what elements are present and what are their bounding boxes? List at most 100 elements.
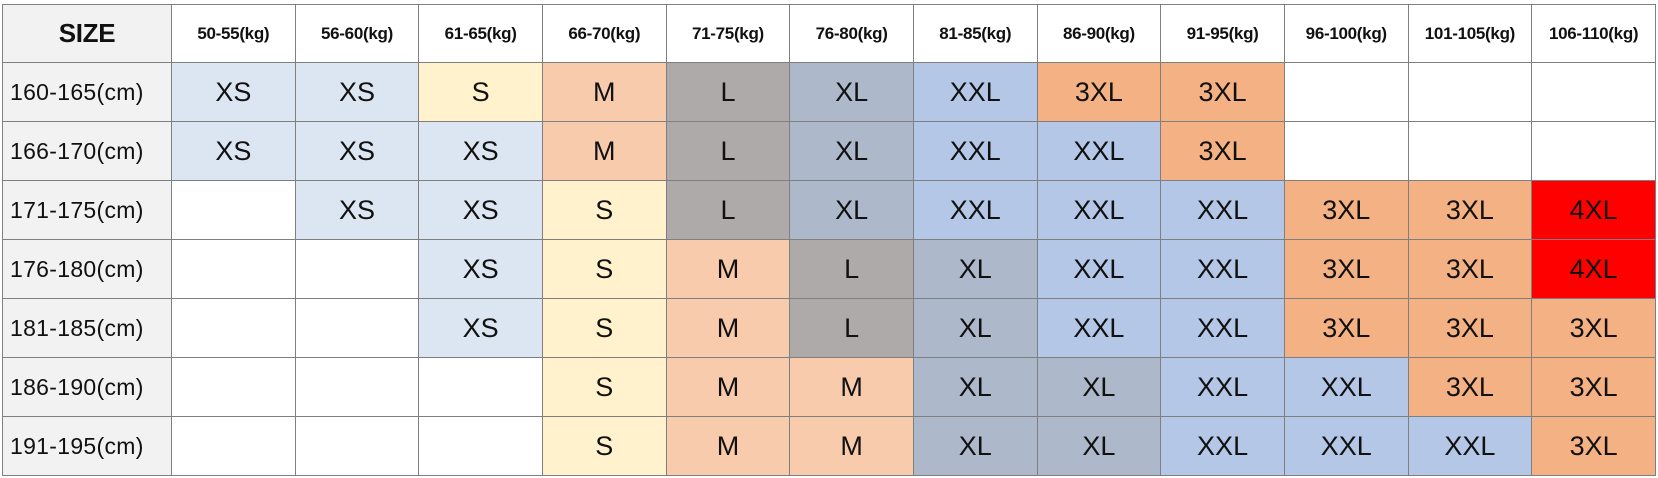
size-cell: XS <box>294 62 420 122</box>
weight-header: 50-55(kg) <box>171 4 296 63</box>
corner-label: SIZE <box>2 4 172 63</box>
size-cell: XXL <box>1036 298 1162 358</box>
size-cell: L <box>665 180 791 240</box>
size-cell: 3XL <box>1407 298 1533 358</box>
table-body: 160-165(cm) XS XS S M L XL XXL 3XL 3XL 1… <box>2 62 1656 476</box>
size-cell: S <box>418 62 543 122</box>
size-cell: M <box>665 416 791 476</box>
size-cell: S <box>541 239 667 299</box>
size-cell: XL <box>912 416 1038 476</box>
size-cell: XXL <box>1160 416 1285 476</box>
weight-header: 106-110(kg) <box>1531 4 1656 63</box>
size-cell: XXL <box>1160 180 1285 240</box>
size-cell: S <box>541 416 667 476</box>
weight-header: 86-90(kg) <box>1036 4 1162 63</box>
size-cell <box>1531 121 1656 181</box>
size-cell: XS <box>171 62 296 122</box>
size-cell: XXL <box>1283 416 1409 476</box>
table-row: 186-190(cm) S M M XL XL XXL XXL 3XL 3XL <box>2 357 1656 417</box>
size-cell <box>171 416 296 476</box>
size-cell <box>1407 62 1533 122</box>
size-cell <box>171 357 296 417</box>
size-cell: M <box>665 298 791 358</box>
weight-header: 56-60(kg) <box>294 4 420 63</box>
size-cell: 3XL <box>1283 180 1409 240</box>
size-cell <box>418 357 543 417</box>
size-cell: XXL <box>1036 239 1162 299</box>
size-cell: XL <box>912 298 1038 358</box>
size-cell: L <box>789 298 914 358</box>
table-row: 166-170(cm) XS XS XS M L XL XXL XXL 3XL <box>2 121 1656 181</box>
height-label: 191-195(cm) <box>2 416 172 476</box>
size-cell: XXL <box>912 121 1038 181</box>
size-cell: M <box>665 357 791 417</box>
size-cell: M <box>789 416 914 476</box>
size-cell <box>294 239 420 299</box>
weight-header: 76-80(kg) <box>789 4 914 63</box>
size-cell: M <box>789 357 914 417</box>
size-cell: XL <box>1036 357 1162 417</box>
height-label: 160-165(cm) <box>2 62 172 122</box>
table-row: 171-175(cm) XS XS S L XL XXL XXL XXL 3XL… <box>2 180 1656 240</box>
size-cell: S <box>541 180 667 240</box>
size-cell: L <box>665 62 791 122</box>
size-cell: XXL <box>1160 239 1285 299</box>
weight-header: 101-105(kg) <box>1407 4 1533 63</box>
size-cell: XL <box>789 62 914 122</box>
size-cell: 3XL <box>1160 121 1285 181</box>
weight-header: 71-75(kg) <box>665 4 791 63</box>
size-cell: 4XL <box>1531 239 1656 299</box>
size-cell: XS <box>418 180 543 240</box>
size-cell: XS <box>171 121 296 181</box>
size-cell: 3XL <box>1283 298 1409 358</box>
table-row: 191-195(cm) S M M XL XL XXL XXL XXL 3XL <box>2 416 1656 476</box>
size-cell: 3XL <box>1407 357 1533 417</box>
size-cell: XS <box>418 239 543 299</box>
size-cell: XXL <box>1036 180 1162 240</box>
table-row: 176-180(cm) XS S M L XL XXL XXL 3XL 3XL … <box>2 239 1656 299</box>
size-cell: S <box>541 298 667 358</box>
size-cell: L <box>789 239 914 299</box>
size-cell: XXL <box>1036 121 1162 181</box>
size-cell <box>171 180 296 240</box>
size-cell: 4XL <box>1531 180 1656 240</box>
height-label: 176-180(cm) <box>2 239 172 299</box>
size-cell <box>171 298 296 358</box>
size-cell: XXL <box>1160 298 1285 358</box>
size-cell <box>294 298 420 358</box>
size-cell: 3XL <box>1531 416 1656 476</box>
size-cell: L <box>665 121 791 181</box>
size-cell: S <box>541 357 667 417</box>
table-row: 160-165(cm) XS XS S M L XL XXL 3XL 3XL <box>2 62 1656 122</box>
height-label: 171-175(cm) <box>2 180 172 240</box>
weight-header: 81-85(kg) <box>912 4 1038 63</box>
table-row: 181-185(cm) XS S M L XL XXL XXL 3XL 3XL … <box>2 298 1656 358</box>
weight-header: 91-95(kg) <box>1160 4 1285 63</box>
size-cell: XS <box>418 121 543 181</box>
size-cell: XL <box>912 357 1038 417</box>
weight-header: 96-100(kg) <box>1283 4 1409 63</box>
size-cell: 3XL <box>1531 298 1656 358</box>
size-cell <box>294 416 420 476</box>
size-cell <box>171 239 296 299</box>
size-cell: XL <box>789 180 914 240</box>
size-cell: 3XL <box>1036 62 1162 122</box>
size-cell: XS <box>294 180 420 240</box>
size-cell: XS <box>294 121 420 181</box>
size-cell: XS <box>418 298 543 358</box>
size-cell: 3XL <box>1407 239 1533 299</box>
size-cell: XXL <box>912 180 1038 240</box>
size-cell <box>418 416 543 476</box>
size-cell: 3XL <box>1407 180 1533 240</box>
size-cell: XXL <box>1160 357 1285 417</box>
size-table: SIZE 50-55(kg) 56-60(kg) 61-65(kg) 66-70… <box>2 4 1656 476</box>
weight-header: 61-65(kg) <box>418 4 543 63</box>
size-cell: M <box>665 239 791 299</box>
size-cell <box>1283 62 1409 122</box>
size-cell: XXL <box>912 62 1038 122</box>
size-cell: 3XL <box>1531 357 1656 417</box>
size-cell <box>294 357 420 417</box>
height-label: 181-185(cm) <box>2 298 172 358</box>
size-cell <box>1531 62 1656 122</box>
height-label: 186-190(cm) <box>2 357 172 417</box>
